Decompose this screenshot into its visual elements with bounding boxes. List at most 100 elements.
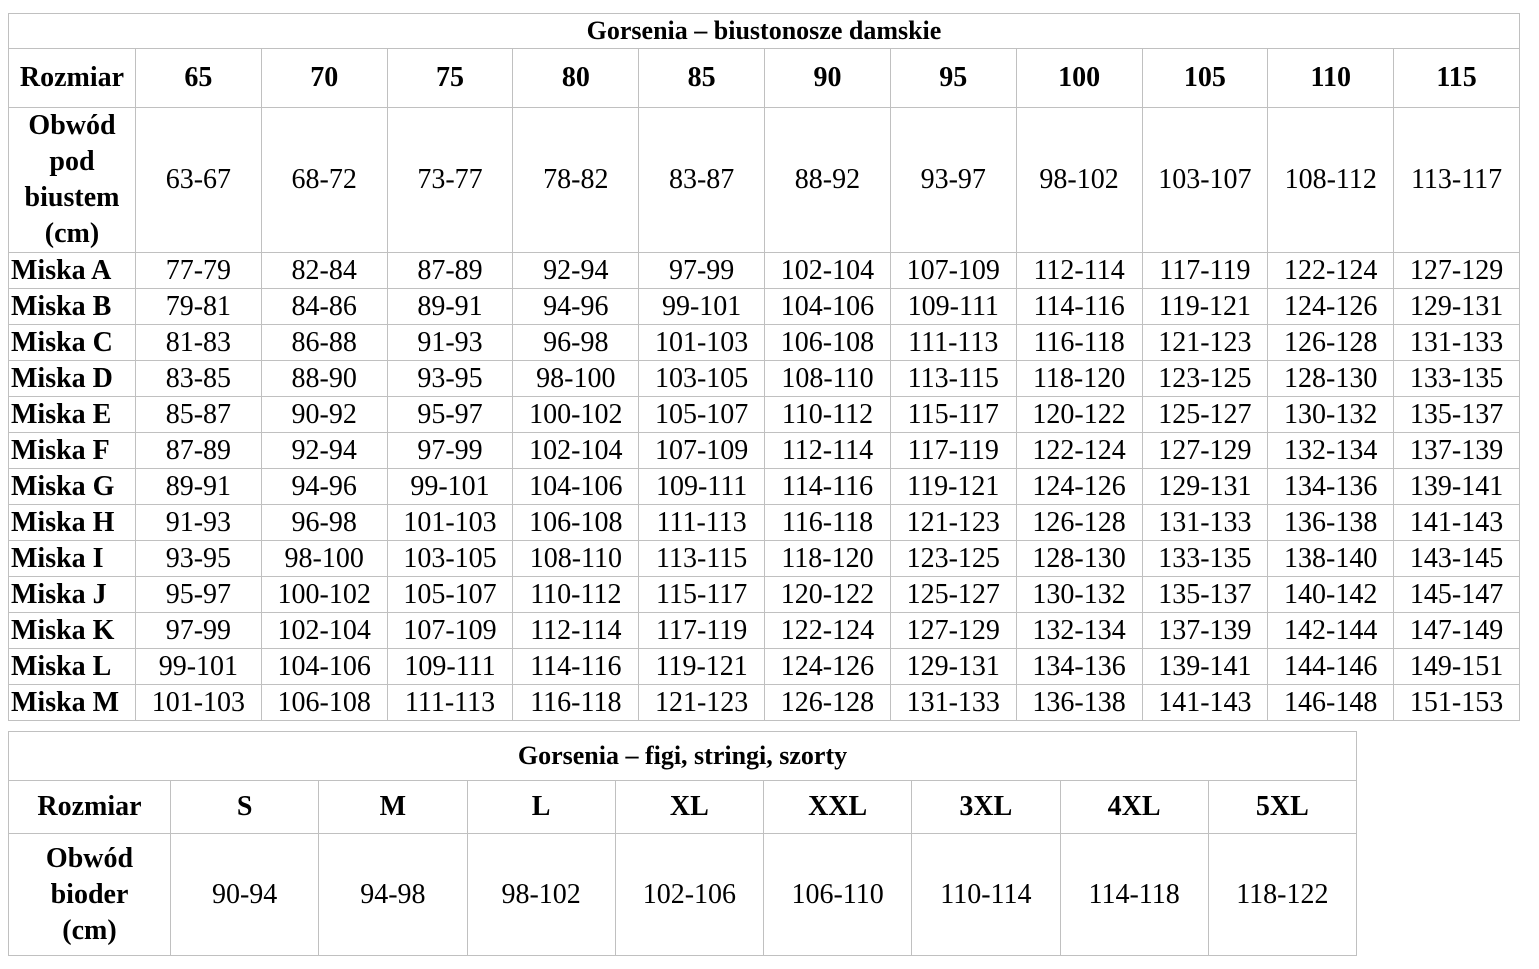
bust-value: 102-104 bbox=[260, 612, 388, 649]
bust-value: 106-108 bbox=[260, 684, 388, 721]
briefs-size-table: Gorsenia – figi, stringi, szorty Rozmiar S… bbox=[8, 731, 1358, 956]
title-row: Gorsenia – figi, stringi, szorty bbox=[8, 731, 1357, 781]
bust-value: 124-126 bbox=[1015, 468, 1143, 505]
bust-value: 112-114 bbox=[764, 432, 891, 469]
size-header-label: Rozmiar bbox=[8, 48, 136, 108]
bust-value: 149-151 bbox=[1393, 648, 1520, 685]
hip-value: 110-114 bbox=[911, 833, 1061, 956]
bust-value: 120-122 bbox=[1015, 396, 1143, 433]
bra-size-table: Gorsenia – biustonosze damskie Rozmiar 65 7… bbox=[8, 13, 1520, 721]
size-header: XL bbox=[614, 780, 765, 834]
cup-label: Miska E bbox=[8, 396, 136, 433]
bust-value: 129-131 bbox=[1141, 468, 1269, 505]
bust-value: 100-102 bbox=[260, 576, 388, 613]
bust-value: 89-91 bbox=[135, 468, 262, 505]
bust-value: 104-106 bbox=[260, 648, 388, 685]
bust-value: 125-127 bbox=[889, 576, 1017, 613]
bust-value: 116-118 bbox=[1015, 324, 1143, 361]
size-header: 80 bbox=[512, 48, 640, 108]
bust-value: 115-117 bbox=[638, 576, 766, 613]
bust-value: 102-104 bbox=[764, 252, 891, 289]
cup-row: Miska C 81-83 86-88 91-93 96-98 101-103 106-10… bbox=[8, 324, 1520, 361]
bust-value: 109-111 bbox=[638, 468, 766, 505]
bust-value: 77-79 bbox=[135, 252, 262, 289]
cup-label: Miska J bbox=[8, 576, 136, 613]
bust-value: 111-113 bbox=[889, 324, 1017, 361]
bust-value: 109-111 bbox=[386, 648, 514, 685]
bust-value: 126-128 bbox=[1015, 504, 1143, 541]
bust-value: 122-124 bbox=[1015, 432, 1143, 469]
underbust-value: 68-72 bbox=[260, 107, 388, 253]
cup-row: Miska G 89-91 94-96 99-101 104-106 109-111 114… bbox=[8, 468, 1520, 505]
bust-value: 123-125 bbox=[889, 540, 1017, 577]
size-header: 4XL bbox=[1059, 780, 1209, 834]
bust-value: 121-123 bbox=[889, 504, 1017, 541]
bust-value: 114-116 bbox=[1015, 288, 1143, 325]
hip-value: 118-122 bbox=[1207, 833, 1358, 956]
cup-label: Miska F bbox=[8, 432, 136, 469]
bust-value: 135-137 bbox=[1393, 396, 1520, 433]
bust-value: 84-86 bbox=[260, 288, 388, 325]
bust-value: 79-81 bbox=[135, 288, 262, 325]
bust-value: 129-131 bbox=[889, 648, 1017, 685]
size-header: 85 bbox=[638, 48, 766, 108]
cup-row: Miska B 79-81 84-86 89-91 94-96 99-101 104-106… bbox=[8, 288, 1520, 325]
bust-value: 151-153 bbox=[1393, 684, 1520, 721]
bust-value: 118-120 bbox=[764, 540, 891, 577]
bust-value: 94-96 bbox=[512, 288, 640, 325]
bust-value: 113-115 bbox=[889, 360, 1017, 397]
cup-row: Miska A 77-79 82-84 87-89 92-94 97-99 102-104 1… bbox=[8, 252, 1520, 289]
bust-value: 127-129 bbox=[889, 612, 1017, 649]
cup-row: Miska H 91-93 96-98 101-103 106-108 111-113 11… bbox=[8, 504, 1520, 541]
bust-value: 97-99 bbox=[638, 252, 766, 289]
bust-value: 105-107 bbox=[638, 396, 766, 433]
cup-row: Miska E 85-87 90-92 95-97 100-102 105-107 110-… bbox=[8, 396, 1520, 433]
bust-value: 83-85 bbox=[135, 360, 262, 397]
cup-label: Miska K bbox=[8, 612, 136, 649]
underbust-value: 113-117 bbox=[1393, 107, 1520, 253]
bust-value: 100-102 bbox=[512, 396, 640, 433]
bust-value: 124-126 bbox=[1267, 288, 1395, 325]
bust-value: 119-121 bbox=[889, 468, 1017, 505]
hip-value: 94-98 bbox=[318, 833, 468, 956]
bust-value: 90-92 bbox=[260, 396, 388, 433]
bust-value: 138-140 bbox=[1267, 540, 1395, 577]
size-header: 3XL bbox=[911, 780, 1061, 834]
row-label-line: bioder bbox=[50, 878, 129, 910]
underbust-value: 108-112 bbox=[1267, 107, 1395, 253]
row-label-line: Obwód bbox=[28, 110, 116, 141]
header-row: Rozmiar S M L XL XXL 3XL 4XL 5XL bbox=[8, 780, 1358, 834]
bust-value: 133-135 bbox=[1141, 540, 1269, 577]
bust-value: 108-110 bbox=[764, 360, 891, 397]
bust-value: 94-96 bbox=[260, 468, 388, 505]
cup-row: Miska K 97-99 102-104 107-109 112-114 117-119… bbox=[8, 612, 1520, 649]
underbust-label: Obwód pod biustem (cm) bbox=[8, 107, 136, 253]
size-header: 65 bbox=[135, 48, 262, 108]
bust-value: 91-93 bbox=[386, 324, 514, 361]
bust-value: 99-101 bbox=[386, 468, 514, 505]
bust-value: 132-134 bbox=[1267, 432, 1395, 469]
bust-value: 125-127 bbox=[1141, 396, 1269, 433]
hip-value: 90-94 bbox=[169, 833, 320, 956]
cup-label: Miska D bbox=[8, 360, 136, 397]
bust-value: 85-87 bbox=[135, 396, 262, 433]
bust-value: 118-120 bbox=[1015, 360, 1143, 397]
bust-value: 139-141 bbox=[1141, 648, 1269, 685]
size-header: 5XL bbox=[1207, 780, 1358, 834]
cup-row: Miska D 83-85 88-90 93-95 98-100 103-105 108-1… bbox=[8, 360, 1520, 397]
row-label-line: (cm) bbox=[44, 218, 100, 249]
bust-value: 106-108 bbox=[764, 324, 891, 361]
bust-value: 96-98 bbox=[512, 324, 640, 361]
row-label-line: pod bbox=[49, 146, 95, 177]
cup-label: Miska I bbox=[8, 540, 136, 577]
bust-value: 107-109 bbox=[386, 612, 514, 649]
bust-value: 121-123 bbox=[1141, 324, 1269, 361]
table-title: Gorsenia – biustonosze damskie bbox=[8, 13, 1520, 49]
bust-value: 137-139 bbox=[1141, 612, 1269, 649]
bust-value: 112-114 bbox=[512, 612, 640, 649]
underbust-value: 63-67 bbox=[135, 107, 262, 253]
underbust-row: Obwód pod biustem (cm) 63-67 68-72 73-77 78-82 8… bbox=[8, 107, 1520, 253]
bust-value: 135-137 bbox=[1141, 576, 1269, 613]
underbust-value: 88-92 bbox=[764, 107, 891, 253]
bust-value: 126-128 bbox=[764, 684, 891, 721]
